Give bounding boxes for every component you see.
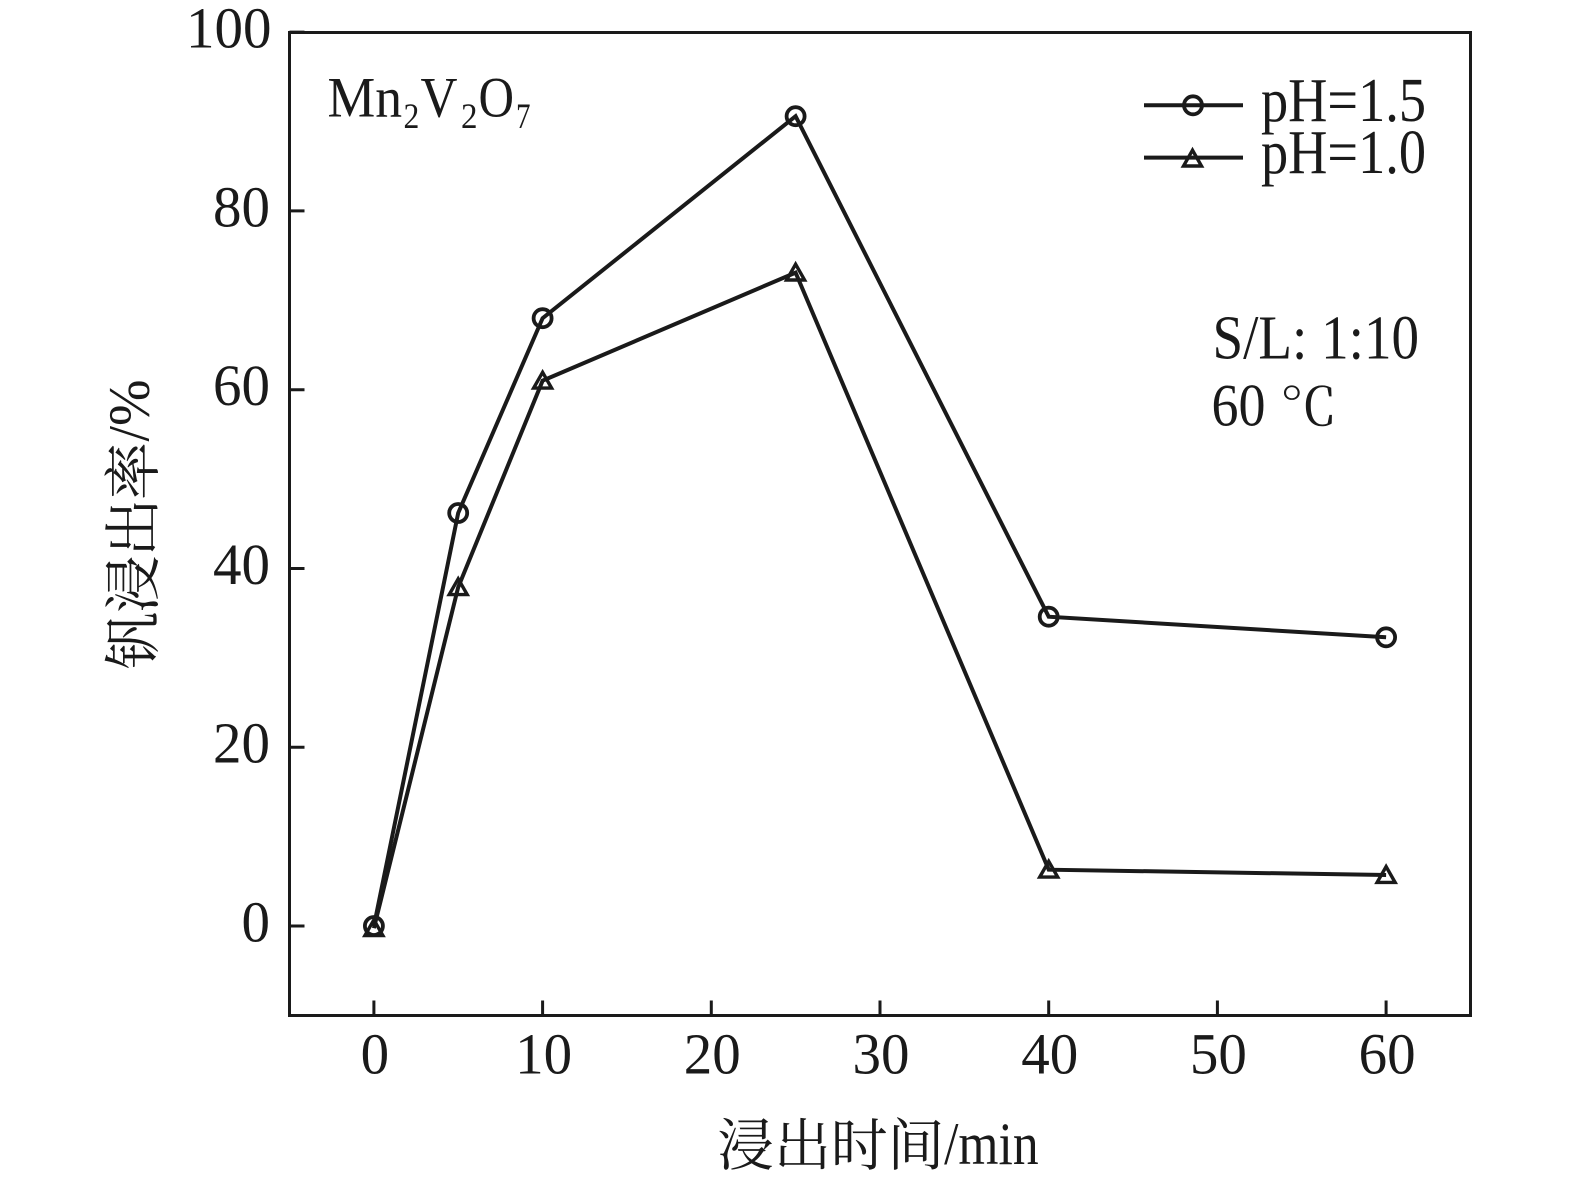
svg-text:/%: /% [97,380,162,442]
svg-text:Mn: Mn [328,67,403,130]
svg-text:40: 40 [213,532,270,597]
svg-text:O: O [479,67,515,130]
svg-text:pH=1.0: pH=1.0 [1261,119,1426,187]
svg-text:7: 7 [516,96,531,136]
svg-text:20: 20 [213,711,270,776]
svg-text:40: 40 [1021,1021,1078,1086]
svg-text:S/L: 1:10: S/L: 1:10 [1213,305,1420,373]
svg-text:60: 60 [1359,1021,1416,1086]
svg-text:20: 20 [684,1021,741,1086]
svg-text:10: 10 [515,1021,572,1086]
svg-text:2: 2 [461,96,478,136]
svg-text:100: 100 [186,0,272,61]
svg-text:pH=1.5: pH=1.5 [1261,67,1426,135]
svg-text:30: 30 [853,1021,910,1086]
svg-text:50: 50 [1190,1021,1247,1086]
svg-text:V: V [421,67,458,130]
svg-text:0: 0 [242,890,271,955]
svg-text:60: 60 [1212,373,1266,439]
svg-text:0: 0 [361,1021,390,1086]
svg-text:2: 2 [404,96,420,136]
svg-text:/min: /min [944,1111,1039,1177]
svg-text:60: 60 [213,353,270,418]
svg-text:80: 80 [213,174,270,239]
